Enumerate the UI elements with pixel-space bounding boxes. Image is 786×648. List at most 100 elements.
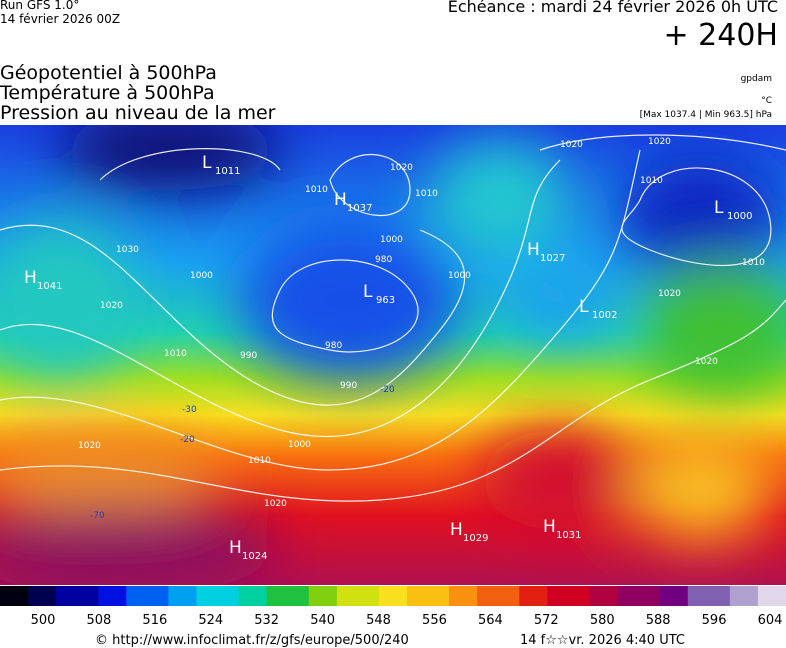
title: Géopotentiel à 500hPa — [0, 62, 217, 84]
title: Pression au niveau de la mer — [0, 102, 276, 124]
colorbar-swatch — [603, 586, 619, 606]
isobar-label: 1010 — [640, 176, 663, 186]
colorbar-label: 508 — [87, 613, 112, 628]
center-pressure: 1037 — [347, 203, 372, 214]
isobar-label: 1020 — [100, 301, 123, 311]
center-type: H — [543, 517, 556, 537]
colorbar-swatch — [0, 586, 15, 606]
center-type: L — [579, 297, 589, 317]
center-pressure: 1002 — [592, 310, 617, 321]
run-label: Run GFS 1.0° — [0, 0, 80, 12]
isobar-label: 1020 — [264, 499, 287, 509]
center-type: H — [527, 240, 540, 260]
colorbar-swatch — [336, 586, 352, 606]
valid-time: Echéance : mardi 24 février 2026 0h UTC — [447, 0, 778, 16]
colorbar-swatch — [701, 586, 717, 606]
colorbar-swatch — [378, 586, 394, 606]
pressure-center: H 1041 — [24, 268, 62, 292]
colorbar-swatch — [140, 586, 155, 606]
colorbar-swatch — [280, 586, 296, 606]
pressure-center: L 963 — [363, 282, 395, 306]
unit: [Max 1037.4 | Min 963.5] hPa — [639, 110, 772, 120]
pressure-center: H 1037 — [334, 190, 372, 214]
isobar-label: 1020 — [658, 289, 681, 299]
colorbar-swatch — [575, 586, 590, 606]
colorbar-swatch — [729, 586, 745, 606]
colorbar-label: 588 — [646, 613, 671, 628]
colorbar-label: 548 — [366, 613, 391, 628]
isobar-label: 1010 — [164, 349, 187, 359]
colorbar-label: 596 — [702, 613, 727, 628]
colorbar-swatch — [547, 586, 562, 606]
colorbar-swatch — [70, 586, 85, 606]
colorbar-swatch — [14, 586, 29, 606]
pressure-center: H 1029 — [450, 520, 488, 544]
colorbar-label: 500 — [31, 613, 56, 628]
center-pressure: 1031 — [556, 530, 581, 541]
colorbar-label: 572 — [534, 613, 559, 628]
colorbar-swatch — [715, 586, 731, 606]
colorbar-label: 556 — [422, 613, 447, 628]
center-pressure: 1029 — [463, 533, 488, 544]
colorbar-swatch — [238, 586, 254, 606]
isobar-label: 990 — [240, 351, 257, 361]
center-type: L — [363, 282, 373, 302]
colorbar-swatch — [266, 586, 282, 606]
colorbar-swatch — [182, 586, 197, 606]
colorbar-swatch — [84, 586, 99, 606]
colorbar-swatch — [505, 586, 520, 606]
colorbar-swatch — [477, 586, 492, 606]
colorbar-swatch — [645, 586, 661, 606]
colorbar-swatch — [56, 586, 71, 606]
center-pressure: 1000 — [727, 211, 752, 222]
isobar-label: 1000 — [288, 440, 311, 450]
colorbar-swatch — [294, 586, 310, 606]
center-pressure: 1027 — [540, 253, 565, 264]
temperature-label: -20 — [180, 435, 195, 445]
colorbar-label: 564 — [478, 613, 503, 628]
center-type: H — [450, 520, 463, 540]
isobar-label: 1020 — [390, 163, 413, 173]
center-type: H — [24, 268, 37, 288]
colorbar-swatch — [561, 586, 576, 606]
colorbar-swatch — [252, 586, 268, 606]
center-pressure: 1024 — [242, 551, 267, 562]
colorbar-label: 580 — [590, 613, 615, 628]
pressure-center: L 1002 — [579, 297, 617, 321]
colorbar-swatch — [589, 586, 605, 606]
footer-source: © http://www.infoclimat.fr/z/gfs/europe/… — [95, 633, 409, 648]
isobar-label: 1000 — [448, 271, 471, 281]
colorbar-swatch — [491, 586, 506, 606]
pressure-center: L 1011 — [202, 153, 240, 177]
colorbar-swatch — [659, 586, 675, 606]
isobar-label: 1030 — [116, 245, 139, 255]
temperature-label: -20 — [380, 385, 395, 395]
isobar-label: 1020 — [560, 140, 583, 150]
colorbar-label: 540 — [310, 613, 335, 628]
colorbar-swatch — [435, 586, 450, 606]
colorbar-label: 604 — [758, 613, 783, 628]
colorbar-swatch — [224, 586, 240, 606]
isobar-label: 1010 — [305, 185, 328, 195]
colorbar-label: 516 — [142, 613, 167, 628]
unit: °C — [761, 96, 772, 106]
field — [0, 125, 786, 585]
colorbar-swatch — [168, 586, 183, 606]
isobar-label: 1010 — [415, 189, 438, 199]
isobar-label: 1020 — [695, 357, 718, 367]
temperature-label: -30 — [182, 405, 197, 415]
isobar-label: 990 — [340, 381, 357, 391]
isobar-label: 1000 — [380, 235, 403, 245]
center-pressure: 1011 — [215, 166, 240, 177]
colorbar-swatch — [687, 586, 703, 606]
colorbar-swatch — [350, 586, 366, 606]
colorbar-swatch — [757, 586, 773, 606]
colorbar-swatch — [519, 586, 534, 606]
title: Température à 500hPa — [0, 82, 215, 104]
isobar-label: 1000 — [190, 271, 213, 281]
center-type: L — [202, 153, 212, 173]
colorbar-swatch — [112, 586, 127, 606]
colorbar-label: 532 — [254, 613, 279, 628]
